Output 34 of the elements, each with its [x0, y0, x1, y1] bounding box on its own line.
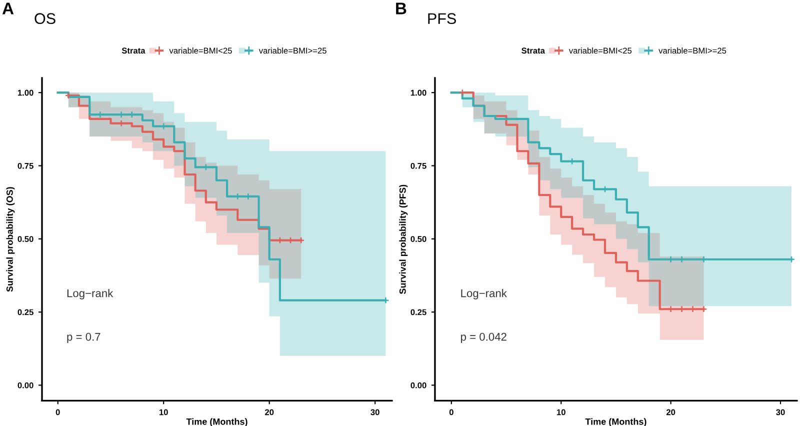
x-tick-label: 30 — [776, 409, 785, 416]
chart-title: OS — [34, 13, 56, 24]
y-tick-label: 0.75 — [410, 162, 426, 169]
y-tick-label: 0.00 — [410, 382, 426, 388]
x-tick-label: 30 — [370, 409, 380, 416]
y-axis-title: Survival probability (OS) — [6, 187, 15, 292]
y-tick-label: 0.25 — [410, 309, 426, 316]
x-tick-label: 10 — [159, 409, 168, 416]
x-tick-label: 20 — [264, 409, 274, 416]
legend-label: variable=BMI>=25 — [258, 47, 326, 54]
y-tick-label: 0.25 — [18, 309, 34, 316]
y-tick-label: 0.50 — [410, 236, 426, 242]
legend-label: variable=BMI<25 — [568, 47, 632, 54]
legend-label: variable=BMI>=25 — [658, 47, 726, 54]
x-tick-label: 20 — [666, 409, 676, 416]
text: A — [2, 2, 14, 14]
text: B — [396, 2, 406, 14]
annotation: p = 0.7 — [67, 332, 100, 343]
x-tick-label: 0 — [56, 409, 60, 416]
y-tick-label: 1.00 — [410, 90, 426, 96]
annotation: Log−rank — [67, 289, 114, 300]
legend-title: Strata — [522, 48, 546, 54]
y-axis-title: Survival probability (PFS) — [399, 184, 408, 294]
y-tick-label: 1.00 — [18, 90, 34, 96]
x-tick-label: 10 — [557, 409, 566, 416]
chart-title: PFS — [428, 13, 456, 24]
y-tick-label: 0.50 — [18, 236, 34, 242]
legend-title: Strata — [122, 48, 146, 54]
annotation: Log−rank — [461, 289, 507, 300]
x-tick-label: 0 — [449, 409, 454, 416]
annotation: p = 0.042 — [461, 332, 506, 343]
legend-label: variable=BMI<25 — [169, 47, 232, 54]
y-tick-label: 0.75 — [18, 162, 34, 169]
y-tick-label: 0.00 — [18, 382, 34, 388]
